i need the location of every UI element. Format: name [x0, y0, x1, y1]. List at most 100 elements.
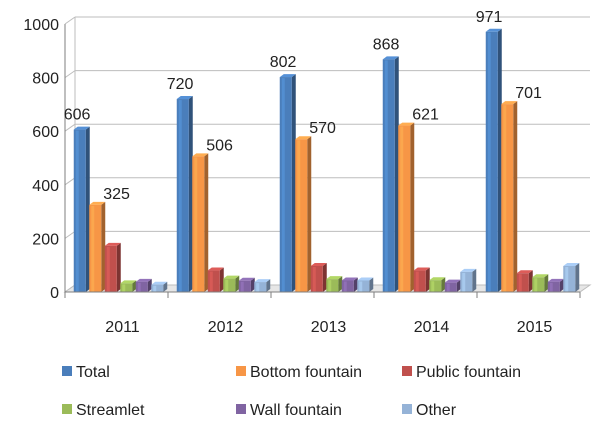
bar-side: [85, 126, 90, 292]
bar-front: [73, 129, 86, 292]
y-tick-label: 0: [50, 285, 59, 302]
bar-streamlet-2011: [120, 280, 137, 292]
bar-side: [425, 267, 430, 292]
bar-highlight: [137, 282, 141, 292]
bar-top: [357, 277, 374, 281]
bar-front: [238, 280, 251, 292]
legend-item-wall-fountain: Wall fountain: [236, 402, 342, 419]
bar-wall-fountain-2015: [547, 278, 564, 292]
bar-side: [101, 201, 106, 292]
legend-label: Other: [416, 402, 457, 419]
bar-top: [89, 201, 106, 205]
bar-highlight: [91, 205, 95, 292]
bar-highlight: [359, 281, 363, 292]
data-label-bottom-fountain-2015: 701: [515, 85, 542, 102]
bar-total-2015: [485, 28, 502, 292]
bars: [73, 28, 580, 293]
bar-side: [544, 274, 549, 292]
bar-side: [163, 281, 168, 292]
bar-side: [188, 96, 193, 292]
bar-front: [89, 204, 102, 292]
bar-front: [207, 270, 220, 292]
bar-side: [559, 278, 564, 292]
legend-label: Bottom fountain: [250, 364, 362, 381]
bar-top: [547, 278, 564, 282]
y-tick-label: 200: [32, 231, 59, 248]
bar-front: [192, 156, 205, 292]
bar-front: [382, 59, 395, 292]
bar-side: [235, 275, 240, 292]
bar-public-fountain-2015: [516, 270, 533, 292]
bar-public-fountain-2013: [310, 263, 327, 292]
bar-total-2013: [279, 74, 296, 293]
bar-front: [254, 282, 267, 292]
bar-bottom-fountain-2013: [295, 136, 312, 292]
bar-bottom-fountain-2012: [192, 153, 209, 292]
bar-highlight: [462, 272, 466, 292]
legend-item-bottom-fountain: Bottom fountain: [236, 364, 362, 381]
legend-swatch: [236, 366, 246, 376]
x-tick-label: 2012: [208, 319, 244, 336]
bar-front: [176, 99, 189, 292]
bar-top: [120, 280, 137, 284]
legend-item-total: Total: [62, 364, 110, 381]
bar-highlight: [106, 246, 110, 292]
bar-side: [322, 263, 327, 292]
bar-bottom-fountain-2011: [89, 201, 106, 292]
bar-side: [441, 277, 446, 292]
bar-top: [135, 278, 152, 282]
bar-other-2012: [254, 279, 271, 292]
bar-front: [429, 280, 442, 292]
bar-public-fountain-2012: [207, 267, 224, 292]
bar-highlight: [343, 281, 347, 292]
bar-highlight: [384, 60, 388, 292]
legend-swatch: [62, 404, 72, 414]
bar-top: [295, 136, 312, 140]
bar-highlight: [297, 140, 301, 292]
legend-swatch: [62, 366, 72, 376]
bar-streamlet-2014: [429, 277, 446, 292]
bar-top: [192, 153, 209, 157]
bar-top: [485, 28, 502, 32]
data-label-bottom-fountain-2013: 570: [309, 120, 336, 137]
bar-front: [279, 77, 292, 293]
legend-label: Streamlet: [76, 402, 145, 419]
y-tick-label: 1000: [23, 17, 59, 34]
bar-wall-fountain-2013: [341, 277, 358, 292]
bar-top: [460, 268, 477, 272]
bar-highlight: [487, 32, 491, 292]
bar-side: [497, 28, 502, 292]
bar-side: [204, 153, 209, 292]
data-labels: 606 325 720 506 802 570 868 621 971 701: [64, 9, 542, 203]
bar-highlight: [240, 281, 244, 292]
y-tick-label: 800: [32, 71, 59, 88]
gridline-diagonal: [64, 70, 76, 79]
bar-bottom-fountain-2015: [501, 101, 518, 292]
bar-front: [398, 125, 411, 293]
bar-side: [116, 242, 121, 292]
bar-side: [575, 263, 580, 292]
bar-top: [398, 122, 415, 126]
bar-side: [472, 268, 477, 292]
y-tick-label: 400: [32, 178, 59, 195]
bar-top: [238, 277, 255, 281]
bar-front: [413, 270, 426, 292]
bar-side: [353, 277, 358, 292]
bar-top: [444, 279, 461, 283]
bar-total-2012: [176, 96, 193, 292]
bar-side: [456, 279, 461, 292]
legend-item-public-fountain: Public fountain: [402, 364, 521, 381]
axes: 0 200 400 600 800 1000 2011 2012 2013 2014 2015: [23, 17, 581, 336]
bar-highlight: [446, 283, 450, 292]
bar-top: [223, 275, 240, 279]
gridline-diagonal: [64, 230, 76, 239]
bar-highlight: [518, 274, 522, 292]
data-label-bottom-fountain-2014: 621: [412, 107, 439, 124]
bar-side: [147, 278, 152, 292]
bar-front: [444, 282, 457, 292]
bar-top: [341, 277, 358, 281]
bar-front: [501, 104, 514, 292]
bar-top: [413, 267, 430, 271]
